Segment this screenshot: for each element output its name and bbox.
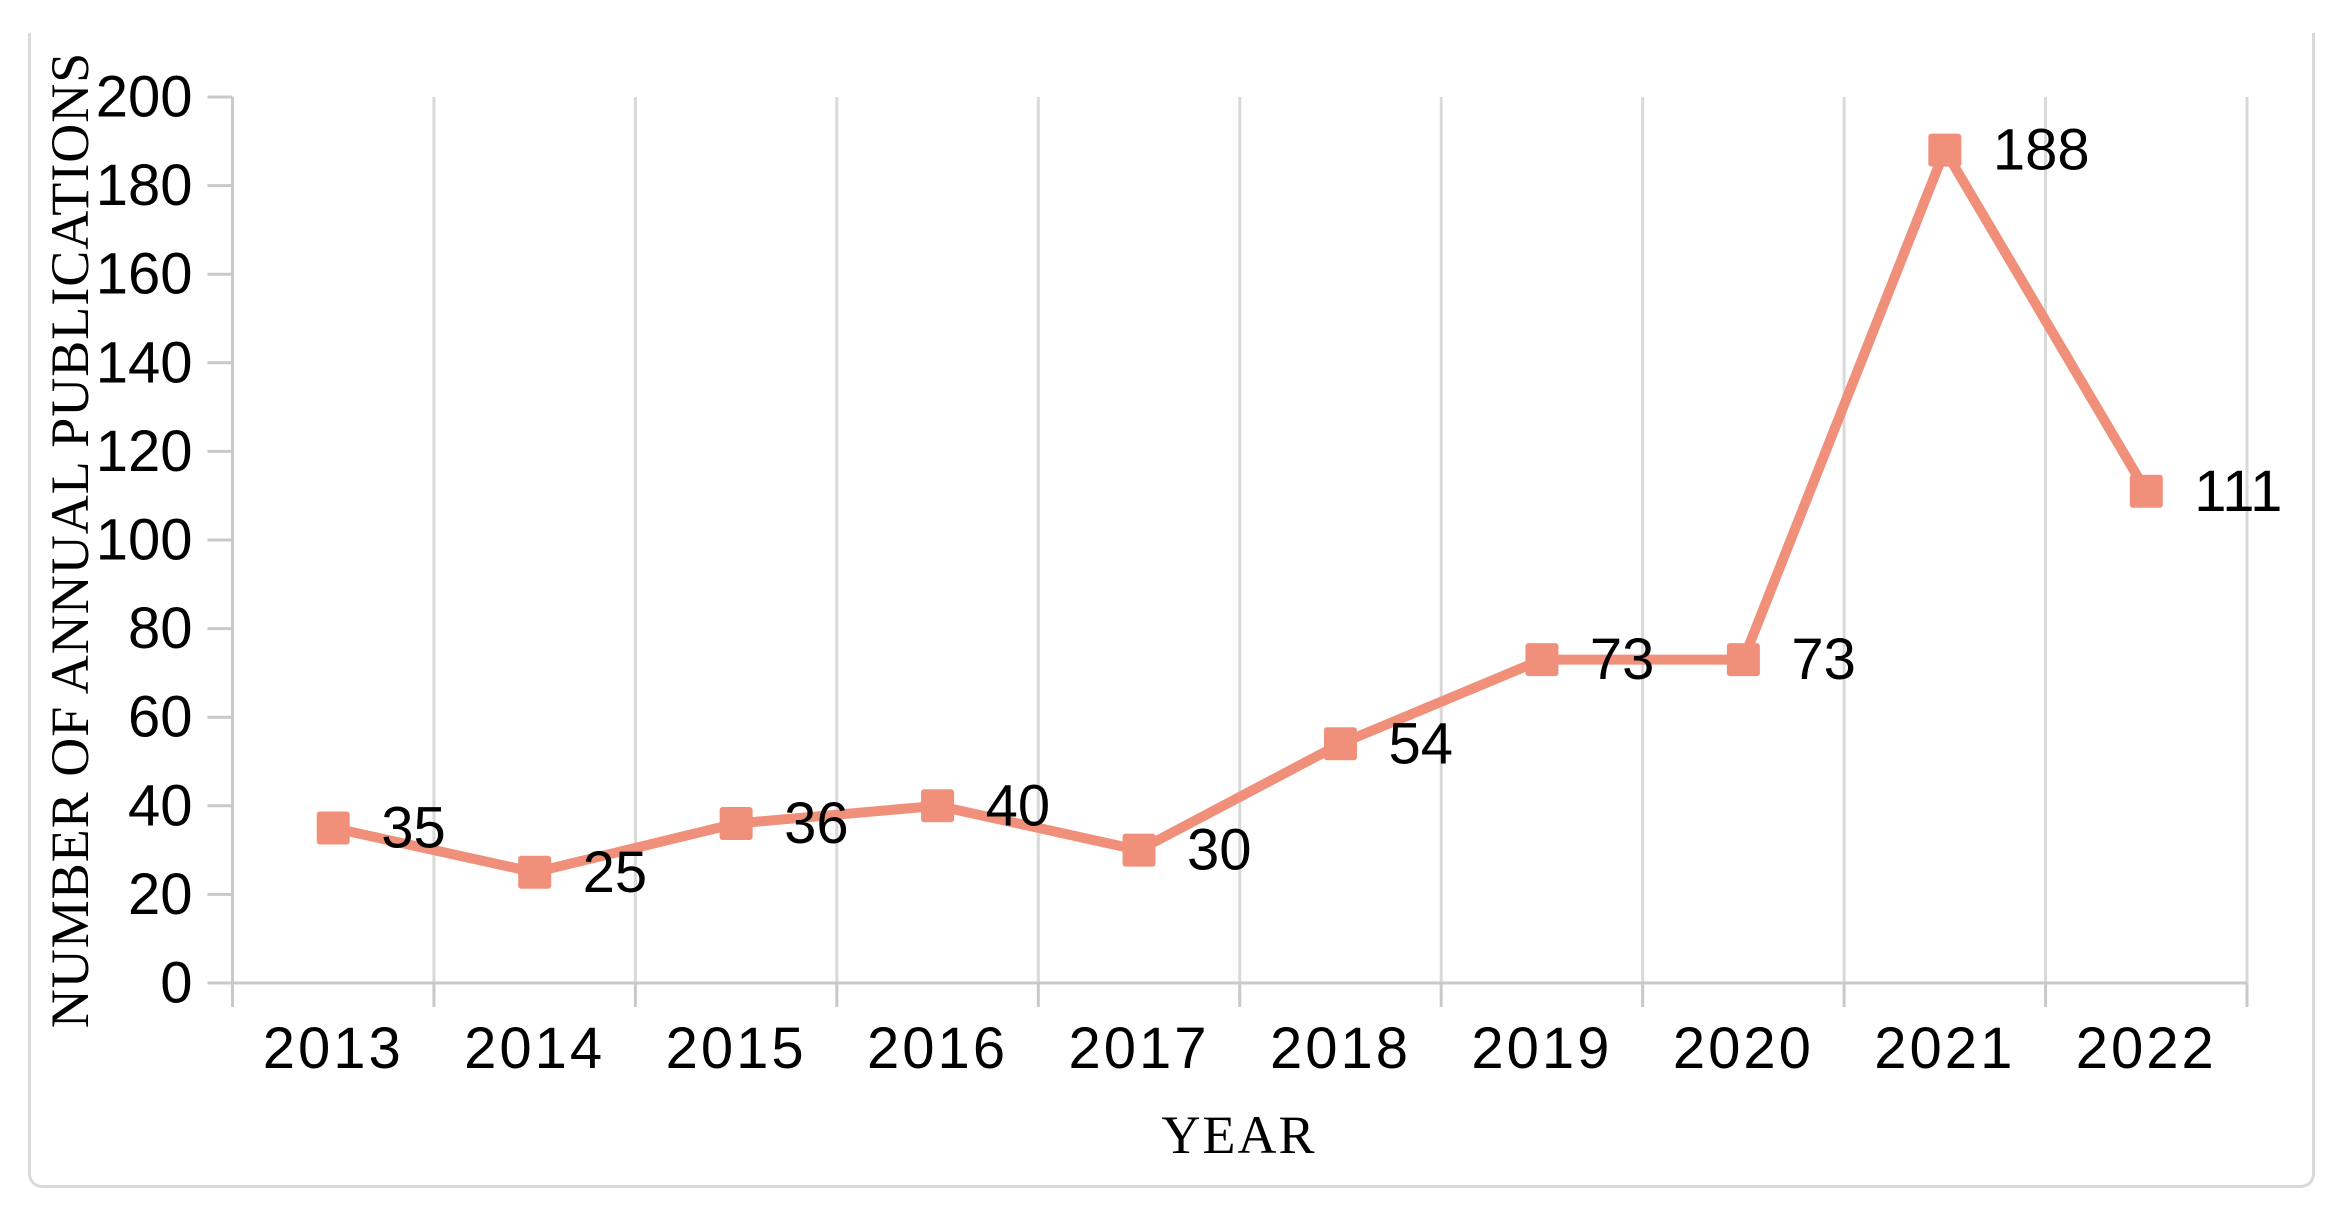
data-label: 40 xyxy=(986,773,1051,838)
y-axis-tick-label: 40 xyxy=(128,773,193,838)
y-axis-tick-label: 80 xyxy=(128,596,193,661)
x-axis-tick-label: 2019 xyxy=(1471,1016,1612,1081)
x-axis-tick-label: 2021 xyxy=(1874,1016,2015,1081)
data-label: 25 xyxy=(583,840,648,905)
data-point-marker xyxy=(316,811,350,845)
data-point-marker xyxy=(2129,474,2163,508)
x-axis-tick-label: 2020 xyxy=(1673,1016,1814,1081)
x-axis-tick-label: 2022 xyxy=(2076,1016,2217,1081)
data-point-marker xyxy=(1323,727,1357,761)
data-point-marker xyxy=(1525,643,1559,677)
data-label: 35 xyxy=(381,795,446,860)
data-label: 73 xyxy=(1791,627,1856,692)
x-axis-tick-label: 2014 xyxy=(464,1016,605,1081)
y-axis-tick-label: 120 xyxy=(96,419,193,484)
y-axis-tick-label: 200 xyxy=(96,65,193,130)
x-axis-tick-label: 2013 xyxy=(263,1016,404,1081)
data-point-marker xyxy=(1928,133,1962,167)
x-axis-tick-label: 2018 xyxy=(1270,1016,1411,1081)
y-axis-tick-label: 60 xyxy=(128,685,193,750)
data-label: 188 xyxy=(1993,118,2090,183)
figure-border xyxy=(28,33,2315,1188)
y-axis-title: NUMBER OF ANNUAL PUBLICATIONS xyxy=(40,51,100,1029)
data-label: 54 xyxy=(1388,711,1453,776)
data-point-marker xyxy=(1726,643,1760,677)
x-axis-tick-label: 2015 xyxy=(666,1016,807,1081)
data-point-marker xyxy=(518,855,552,889)
data-point-marker xyxy=(1122,833,1156,867)
y-axis-tick-label: 160 xyxy=(96,242,193,307)
series-line xyxy=(328,145,2152,878)
data-label: 36 xyxy=(784,791,849,856)
data-label: 73 xyxy=(1590,627,1655,692)
x-axis-title: YEAR xyxy=(1161,1105,1317,1165)
x-axis-tick-label: 2017 xyxy=(1069,1016,1210,1081)
x-axis-tick-label: 2016 xyxy=(867,1016,1008,1081)
data-point-marker xyxy=(921,789,955,823)
y-axis-tick-label: 20 xyxy=(128,862,193,927)
data-label: 111 xyxy=(2194,459,2282,524)
y-axis-tick-label: 180 xyxy=(96,153,193,218)
y-axis-tick-label: 0 xyxy=(160,951,192,1016)
data-point-marker xyxy=(719,807,753,841)
y-axis-tick-label: 100 xyxy=(96,508,193,573)
data-label: 30 xyxy=(1187,818,1252,883)
y-axis-tick-label: 140 xyxy=(96,330,193,395)
